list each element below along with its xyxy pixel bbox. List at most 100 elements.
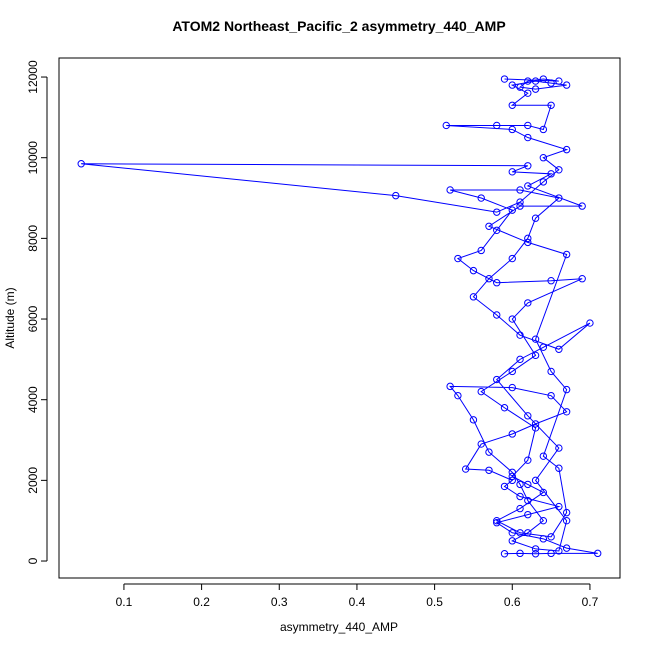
plot-frame	[58, 57, 621, 579]
data-point	[547, 79, 555, 87]
data-point	[562, 385, 571, 394]
data-point	[539, 516, 548, 525]
y-tick-label: 10000	[26, 141, 40, 175]
data-point	[524, 456, 532, 464]
data-point	[500, 482, 509, 491]
data-point	[508, 315, 516, 323]
data-point	[547, 391, 555, 400]
data-point	[516, 549, 524, 558]
data-point	[524, 77, 532, 85]
data-point	[461, 465, 470, 473]
data-point	[562, 508, 571, 517]
data-point	[477, 194, 485, 202]
data-point	[555, 77, 563, 85]
x-tick-label: 0.4	[349, 595, 366, 609]
data-point	[555, 345, 563, 353]
data-point	[516, 331, 524, 339]
data-point	[454, 391, 462, 400]
data-point	[477, 387, 485, 396]
data-point	[508, 472, 516, 481]
data-point	[508, 254, 516, 263]
data-point	[562, 145, 571, 154]
data-point	[562, 81, 571, 89]
data-point	[524, 238, 532, 247]
data-point	[531, 420, 540, 428]
data-point	[524, 121, 532, 130]
data-point	[442, 121, 450, 130]
data-point	[562, 516, 571, 525]
data-point	[531, 545, 540, 553]
y-tick-label: 6000	[26, 305, 40, 332]
data-point	[524, 510, 532, 519]
y-tick-label: 2000	[26, 467, 40, 494]
data-point	[547, 170, 555, 178]
x-axis-label: asymmetry_440_AMP	[280, 620, 398, 634]
data-point	[508, 537, 516, 545]
data-point	[493, 516, 501, 525]
data-point	[524, 496, 532, 505]
data-point	[555, 502, 563, 511]
data-point	[485, 274, 493, 283]
chart-title: ATOM2 Northeast_Pacific_2 asymmetry_440_…	[172, 18, 505, 34]
data-point	[524, 182, 532, 190]
data-point	[469, 416, 478, 424]
data-point	[547, 101, 555, 109]
data-point	[524, 162, 532, 170]
data-point	[508, 101, 516, 109]
data-point	[578, 274, 586, 283]
data-point	[454, 254, 462, 263]
x-tick-label: 0.5	[426, 595, 443, 609]
data-point	[578, 202, 586, 210]
data-point	[508, 383, 516, 392]
data-point	[516, 186, 524, 194]
y-tick-label: 12000	[26, 60, 40, 94]
data-point	[516, 492, 524, 501]
data-point	[500, 550, 509, 558]
data-point	[508, 529, 516, 537]
data-point	[508, 430, 516, 438]
data-point	[539, 178, 548, 186]
data-point	[531, 214, 540, 222]
data-point	[539, 154, 548, 162]
data-point	[508, 476, 516, 485]
data-point	[446, 186, 454, 194]
data-point	[531, 550, 540, 558]
data-point	[392, 191, 400, 200]
data-point	[516, 198, 524, 206]
data-point	[555, 194, 563, 202]
data-point	[493, 208, 501, 216]
data-point	[516, 529, 524, 537]
data-point	[555, 166, 563, 174]
data-point	[531, 424, 540, 432]
data-point	[493, 121, 501, 130]
data-point	[531, 85, 540, 93]
data-point	[516, 202, 524, 210]
data-point	[516, 480, 524, 489]
data-point	[485, 466, 493, 474]
data-point	[500, 75, 509, 83]
data-point	[446, 382, 454, 391]
data-point	[485, 222, 493, 230]
data-point	[477, 246, 485, 255]
data-point	[539, 75, 548, 83]
data-point	[531, 335, 540, 343]
data-point	[469, 266, 478, 275]
data-point	[547, 277, 555, 285]
data-point	[594, 549, 602, 558]
data-point	[555, 444, 563, 452]
data-point	[539, 343, 548, 351]
data-point	[477, 440, 485, 448]
data-point	[524, 234, 532, 243]
data-point	[531, 77, 540, 85]
data-point	[493, 519, 501, 527]
data-point	[524, 480, 532, 489]
data-point	[508, 125, 516, 134]
data-point	[516, 83, 524, 91]
data-point	[531, 351, 540, 360]
data-point	[562, 544, 571, 552]
y-tick-label: 8000	[26, 225, 40, 252]
data-point	[547, 549, 555, 558]
data-point	[547, 367, 555, 376]
data-point	[562, 408, 571, 416]
